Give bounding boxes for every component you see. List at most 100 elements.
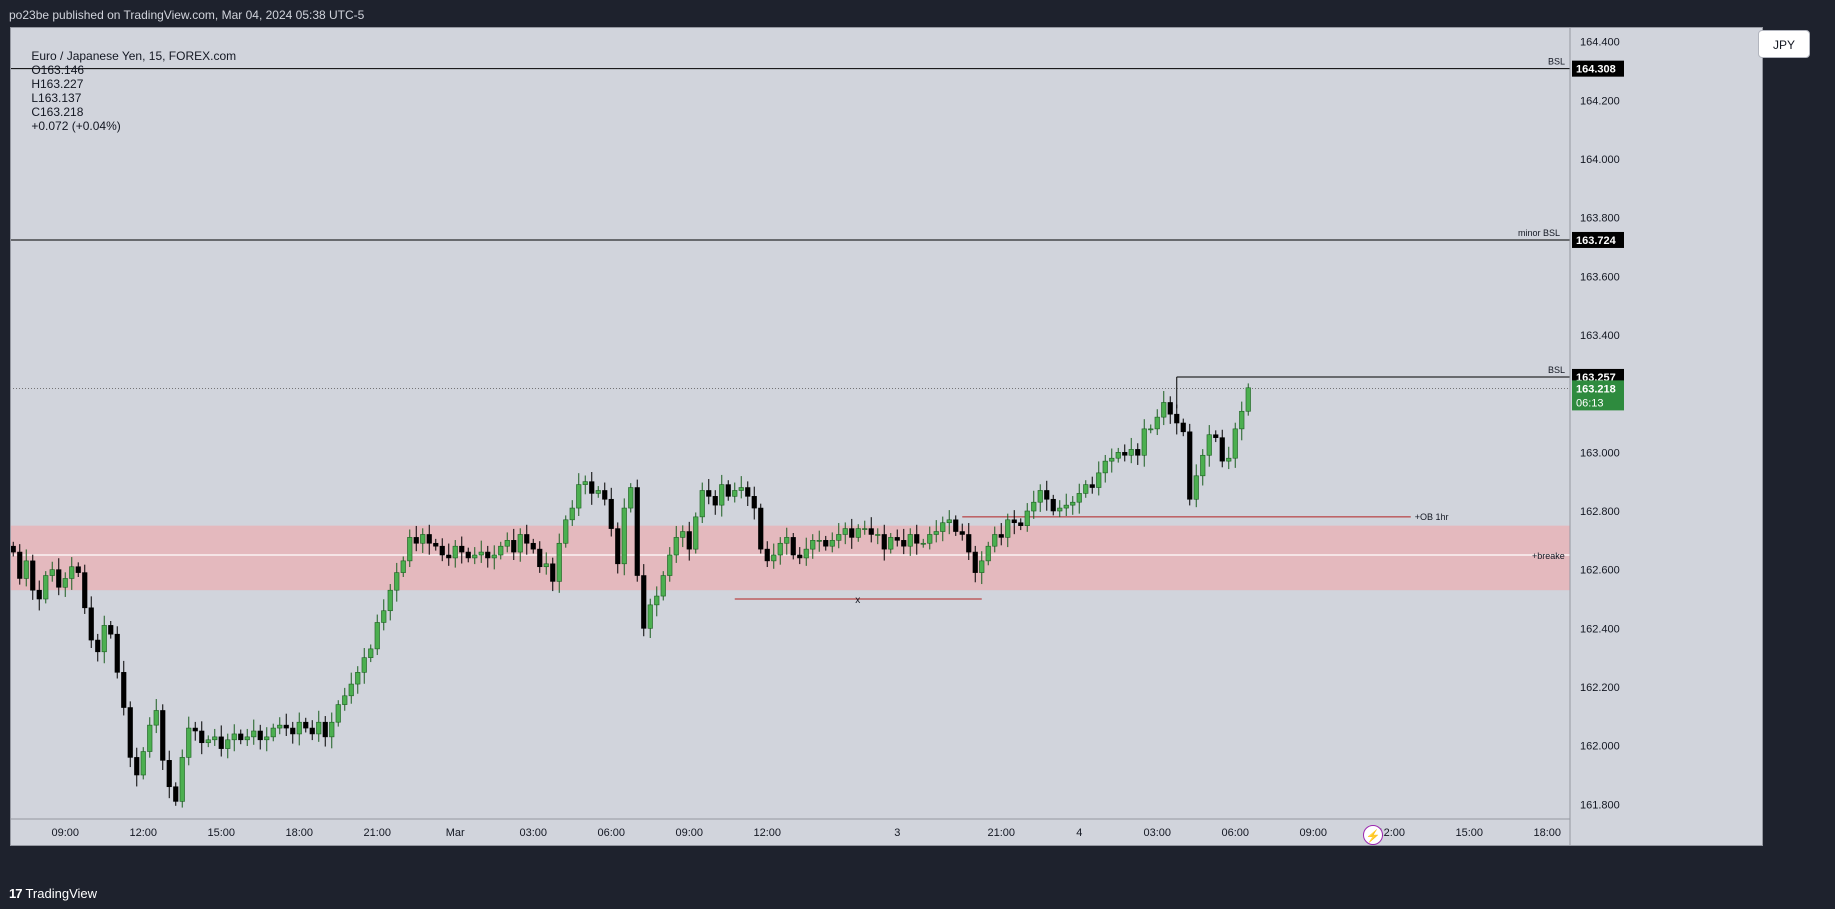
- candle-body: [43, 575, 49, 600]
- candle-body: [1005, 519, 1011, 538]
- candle-body: [1232, 428, 1238, 459]
- candle-body: [1148, 428, 1154, 431]
- price-chart[interactable]: +breake BSL minor BSL BSL +OB 1hr x 164.400 164…: [10, 27, 1763, 846]
- candle-body: [602, 490, 608, 500]
- bsl-recent-label: BSL: [1548, 365, 1565, 375]
- candle-body: [686, 531, 692, 550]
- candle-body: [563, 519, 569, 544]
- publisher-text: po23be published on TradingView.com, Mar…: [9, 8, 365, 22]
- sweep-label: x: [855, 595, 860, 606]
- time-tick-label: 12:00: [129, 827, 157, 839]
- candle-body: [940, 522, 946, 532]
- publish-header: po23be published on TradingView.com, Mar…: [0, 0, 1835, 27]
- currency-button[interactable]: JPY: [1758, 30, 1810, 58]
- time-tick-label: 12:00: [753, 827, 781, 839]
- candle-body: [231, 733, 237, 741]
- candle-body: [1096, 472, 1102, 488]
- candle-body: [842, 528, 848, 535]
- candle-body: [147, 724, 153, 752]
- candle-body: [1037, 490, 1043, 503]
- candle-body: [647, 604, 653, 629]
- candle-body: [10, 545, 16, 553]
- candle-body: [322, 721, 328, 738]
- candle-body: [784, 537, 790, 544]
- time-tick-label: 15:00: [207, 827, 235, 839]
- candle-body: [946, 519, 952, 524]
- candle-body: [550, 563, 556, 582]
- candle-body: [927, 534, 933, 544]
- candle-body: [179, 757, 185, 802]
- candle-body: [153, 710, 159, 726]
- candle-body: [160, 710, 166, 761]
- candle-body: [836, 534, 842, 541]
- candle-body: [543, 563, 549, 568]
- candle-body: [1050, 498, 1056, 512]
- candle-body: [75, 566, 81, 573]
- candle-body: [1018, 522, 1024, 526]
- candle-body: [491, 554, 497, 559]
- candle-body: [465, 551, 471, 559]
- candle-body: [485, 551, 491, 559]
- candle-body: [881, 534, 887, 550]
- candle-body: [335, 704, 341, 723]
- candle-body: [439, 545, 445, 556]
- price-tick-label: 162.000: [1580, 741, 1620, 753]
- candle-body: [1115, 452, 1121, 459]
- candle-body: [1044, 490, 1050, 500]
- candle-body: [693, 516, 699, 550]
- candle-body: [1213, 434, 1219, 438]
- candle-body: [712, 496, 718, 506]
- candle-body: [1219, 437, 1225, 462]
- last-price-tag: 163.218: [1576, 383, 1616, 395]
- candle-body: [1109, 457, 1115, 462]
- price-tick-label: 162.600: [1580, 565, 1620, 577]
- candle-body: [868, 528, 874, 535]
- candle-body: [426, 534, 432, 544]
- candle-body: [361, 657, 367, 673]
- candle-body: [907, 534, 913, 547]
- candle-body: [810, 540, 816, 550]
- candle-body: [530, 542, 536, 550]
- candle-body: [855, 528, 861, 538]
- lightning-icon[interactable]: ⚡: [1363, 825, 1383, 845]
- time-tick-label: 15:00: [1455, 827, 1483, 839]
- bsl-top-label: BSL: [1548, 57, 1565, 67]
- candle-body: [244, 736, 250, 741]
- candle-body: [1070, 501, 1076, 506]
- candle-body: [140, 751, 146, 776]
- candle-body: [1141, 428, 1147, 456]
- candle-body: [413, 537, 419, 544]
- candle-body: [816, 540, 822, 542]
- tradingview-logo[interactable]: 17 TradingView: [9, 886, 97, 901]
- candle-body: [1135, 449, 1141, 456]
- candle-body: [1089, 484, 1095, 488]
- brand-name: TradingView: [25, 886, 98, 901]
- ohlc-open: O163.146: [31, 63, 85, 77]
- candle-body: [446, 554, 452, 559]
- candle-body: [218, 736, 224, 749]
- candle-body: [979, 560, 985, 573]
- candle-body: [420, 534, 426, 544]
- candle-body: [1057, 507, 1063, 512]
- price-tick-label: 161.800: [1580, 799, 1620, 811]
- candle-body: [829, 540, 835, 547]
- candle-body: [478, 551, 484, 556]
- candle-body: [764, 548, 770, 562]
- price-scale: [1570, 27, 1763, 846]
- tradingview-mark-icon: 17: [9, 886, 23, 901]
- price-tick-label: 163.000: [1580, 447, 1620, 459]
- time-tick-label: 21:00: [987, 827, 1015, 839]
- chart-panel[interactable]: +breake BSL minor BSL BSL +OB 1hr x 164.400 164…: [10, 27, 1763, 846]
- candle-body: [992, 534, 998, 547]
- candle-body: [823, 540, 829, 547]
- breaker-label: +breake: [1532, 551, 1565, 561]
- candle-body: [36, 589, 42, 600]
- candle-body: [101, 625, 107, 653]
- candle-body: [407, 537, 413, 562]
- candle-body: [225, 739, 231, 749]
- time-tick-label: 06:00: [597, 827, 625, 839]
- candle-body: [660, 575, 666, 597]
- candle-body: [433, 542, 439, 547]
- candle-body: [283, 724, 289, 729]
- plot-area: [10, 27, 1570, 819]
